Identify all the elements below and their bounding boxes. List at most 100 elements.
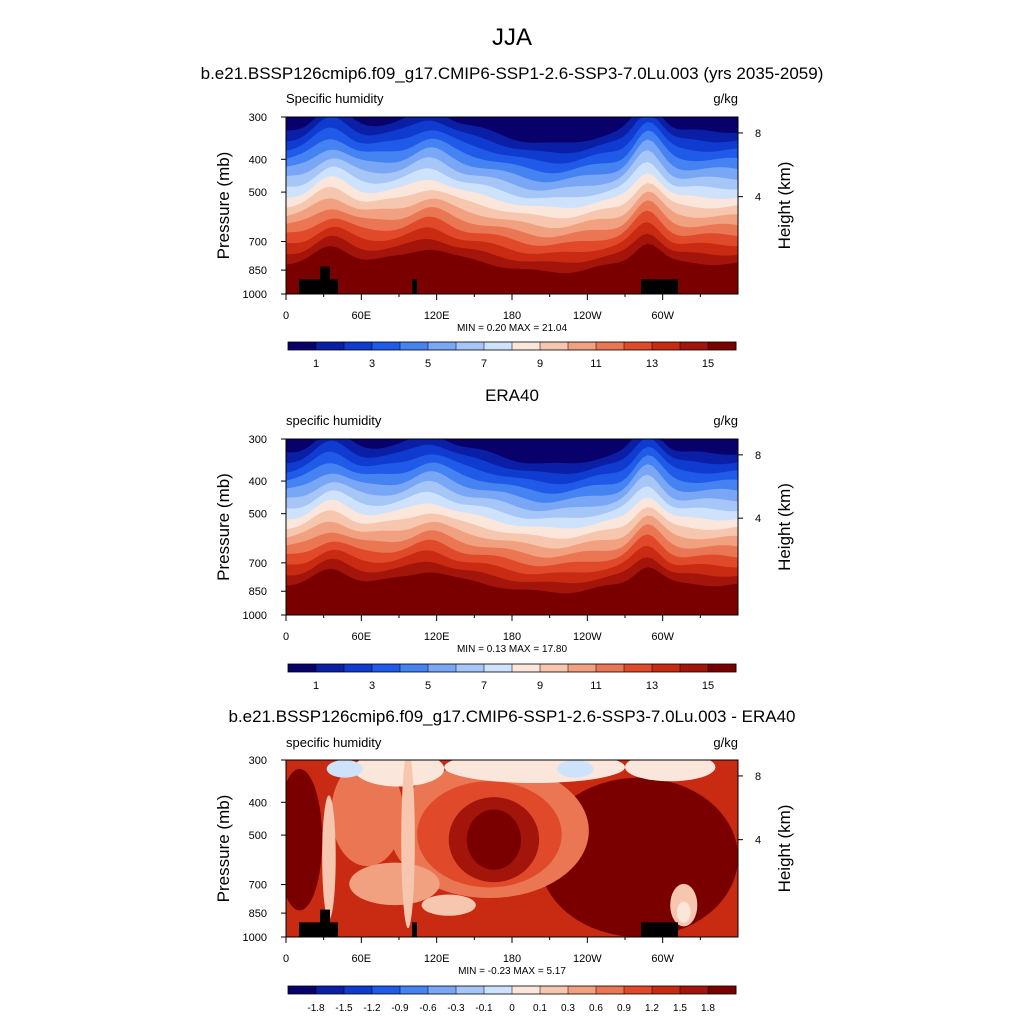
colorbar-tick-label: 5 bbox=[425, 358, 431, 370]
colorbar: 1 3 5 7 9 11 13 15 bbox=[287, 341, 737, 370]
y-right-axis-label: Height (km) bbox=[775, 805, 794, 893]
colorbar-tick-label: 1 bbox=[313, 358, 319, 370]
topography-block-0 bbox=[299, 279, 338, 294]
field-label: specific humidity bbox=[286, 735, 382, 750]
x-tick-label: 60W bbox=[651, 953, 674, 965]
colorbar-tick-label: 7 bbox=[481, 680, 487, 692]
colorbar: 1 3 5 7 9 11 13 15 bbox=[287, 663, 737, 692]
colorbar-swatch-12 bbox=[624, 986, 653, 994]
colorbar-swatch-1 bbox=[316, 664, 345, 672]
colorbar-tick-label: 1.5 bbox=[673, 1003, 687, 1014]
x-tick-label: 60W bbox=[651, 310, 674, 322]
colorbar-swatch-2 bbox=[344, 342, 373, 350]
topography-block-3 bbox=[641, 279, 678, 294]
colorbar-tick-label: 5 bbox=[425, 680, 431, 692]
panel-1: b.e21.BSSP126cmip6.f09_g17.CMIP6-SSP1-2.… bbox=[201, 64, 824, 370]
contour-field bbox=[286, 117, 738, 294]
colorbar-tick-label: 1 bbox=[313, 680, 319, 692]
topography-block-0 bbox=[299, 922, 338, 937]
panel-title: ERA40 bbox=[485, 386, 539, 405]
diff-contour-10 bbox=[326, 760, 363, 778]
colorbar-swatch-6 bbox=[456, 986, 485, 994]
colorbar-tick-label: 9 bbox=[537, 358, 543, 370]
colorbar-swatch-7 bbox=[484, 664, 513, 672]
colorbar-swatch-15 bbox=[708, 664, 737, 672]
colorbar-swatch-8 bbox=[512, 664, 541, 672]
x-tick-label: 60W bbox=[651, 631, 674, 643]
colorbar-tick-label: -1.5 bbox=[335, 1003, 353, 1014]
x-tick-label: 120E bbox=[424, 310, 450, 322]
x-tick-label: 60E bbox=[352, 310, 372, 322]
colorbar-tick-label: -0.3 bbox=[447, 1003, 465, 1014]
x-tick-label: 180 bbox=[503, 631, 521, 643]
colorbar-swatch-12 bbox=[624, 664, 653, 672]
x-tick-label: 0 bbox=[283, 953, 289, 965]
colorbar-swatch-10 bbox=[568, 986, 597, 994]
colorbar-swatch-1 bbox=[316, 342, 345, 350]
contour-field bbox=[286, 439, 738, 615]
y-tick-label: 400 bbox=[249, 154, 267, 166]
colorbar-tick-label: 13 bbox=[646, 680, 658, 692]
colorbar: -1.8 -1.5 -1.2 -0.9 -0.6 -0.3 -0.1 0 0.1 0.3 0.6 0.… bbox=[287, 985, 737, 1014]
x-tick-label: 60E bbox=[352, 631, 372, 643]
colorbar-tick-label: 7 bbox=[481, 358, 487, 370]
colorbar-swatch-12 bbox=[624, 342, 653, 350]
colorbar-tick-label: 15 bbox=[702, 358, 714, 370]
units-label: g/kg bbox=[713, 91, 738, 106]
colorbar-swatch-9 bbox=[540, 986, 569, 994]
colorbar-tick-label: 1.2 bbox=[645, 1003, 659, 1014]
diff-contour-12 bbox=[349, 862, 440, 906]
colorbar-swatch-14 bbox=[680, 986, 709, 994]
colorbar-swatch-15 bbox=[708, 986, 737, 994]
colorbar-swatch-6 bbox=[456, 342, 485, 350]
y-tick-label: 1000 bbox=[243, 932, 267, 944]
min-max-stats: MIN = -0.23 MAX = 5.17 bbox=[458, 966, 566, 977]
colorbar-swatch-10 bbox=[568, 342, 597, 350]
colorbar-swatch-5 bbox=[428, 664, 457, 672]
colorbar-swatch-3 bbox=[372, 342, 401, 350]
panel-title: b.e21.BSSP126cmip6.f09_g17.CMIP6-SSP1-2.… bbox=[228, 707, 795, 726]
colorbar-tick-label: 3 bbox=[369, 680, 375, 692]
colorbar-tick-label: -1.8 bbox=[307, 1003, 325, 1014]
y-tick-label: 500 bbox=[249, 509, 267, 521]
colorbar-swatch-0 bbox=[288, 664, 317, 672]
y-tick-label: 300 bbox=[249, 112, 267, 124]
field-label: specific humidity bbox=[286, 413, 382, 428]
y-right-tick-label: 8 bbox=[755, 128, 761, 140]
colorbar-tick-label: 11 bbox=[590, 358, 601, 370]
y-right-tick-label: 4 bbox=[755, 192, 761, 204]
y-tick-label: 300 bbox=[249, 434, 267, 446]
colorbar-swatch-14 bbox=[680, 664, 709, 672]
colorbar-swatch-5 bbox=[428, 342, 457, 350]
colorbar-tick-label: -1.2 bbox=[363, 1003, 381, 1014]
y-right-tick-label: 8 bbox=[755, 771, 761, 783]
y-right-tick-label: 4 bbox=[755, 513, 761, 525]
colorbar-tick-label: 1.8 bbox=[701, 1003, 715, 1014]
topography-block-2 bbox=[412, 279, 417, 294]
y-tick-label: 700 bbox=[249, 558, 267, 570]
colorbar-swatch-11 bbox=[596, 986, 625, 994]
y-tick-label: 500 bbox=[249, 187, 267, 199]
topography-block-1 bbox=[320, 266, 330, 294]
panel-title: b.e21.BSSP126cmip6.f09_g17.CMIP6-SSP1-2.… bbox=[201, 64, 824, 83]
diff-contour-15 bbox=[676, 901, 691, 923]
colorbar-swatch-7 bbox=[484, 342, 513, 350]
units-label: g/kg bbox=[713, 735, 738, 750]
y-tick-label: 700 bbox=[249, 237, 267, 249]
panel-3: b.e21.BSSP126cmip6.f09_g17.CMIP6-SSP1-2.… bbox=[214, 707, 796, 1014]
colorbar-swatch-2 bbox=[344, 664, 373, 672]
x-tick-label: 120W bbox=[573, 953, 602, 965]
diff-contour-2 bbox=[331, 760, 404, 867]
y-right-tick-label: 8 bbox=[755, 450, 761, 462]
y-tick-label: 400 bbox=[249, 476, 267, 488]
y-axis-label: Pressure (mb) bbox=[214, 152, 233, 260]
diff-contour-8 bbox=[444, 760, 625, 784]
colorbar-swatch-14 bbox=[680, 342, 709, 350]
diff-contour-11 bbox=[557, 760, 594, 778]
colorbar-tick-label: 0.6 bbox=[589, 1003, 603, 1014]
y-right-tick-label: 4 bbox=[755, 835, 761, 847]
colorbar-swatch-13 bbox=[652, 664, 681, 672]
